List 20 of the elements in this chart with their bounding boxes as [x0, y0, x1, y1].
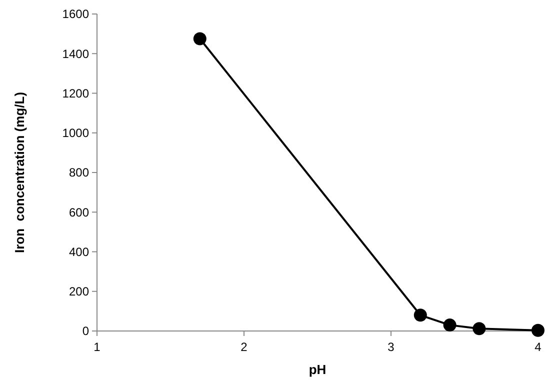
point — [472, 322, 486, 336]
y-tick-label: 1400 — [62, 46, 90, 61]
y-tick-label: 1600 — [62, 7, 90, 22]
point — [532, 324, 544, 337]
y-tick-label: 400 — [68, 244, 90, 259]
y-axis-title: Iron concentration (mg/L) — [12, 92, 27, 254]
y-tick-label: 200 — [68, 284, 90, 299]
x-tick-label: 4 — [534, 340, 542, 354]
point — [193, 32, 206, 46]
y-tick-label: 0 — [82, 324, 90, 338]
point — [443, 318, 456, 332]
point — [414, 308, 427, 322]
x-tick-label: 3 — [388, 340, 395, 354]
x-axis-title: pH — [308, 362, 326, 377]
y-tick-label: 800 — [68, 166, 90, 180]
y-tick-label: 600 — [68, 205, 90, 220]
y-tick-label: 1000 — [62, 126, 90, 140]
x-tick-label: 1 — [94, 340, 101, 354]
x-tick-label: 2 — [240, 340, 248, 354]
y-tick-label: 1200 — [62, 86, 90, 100]
